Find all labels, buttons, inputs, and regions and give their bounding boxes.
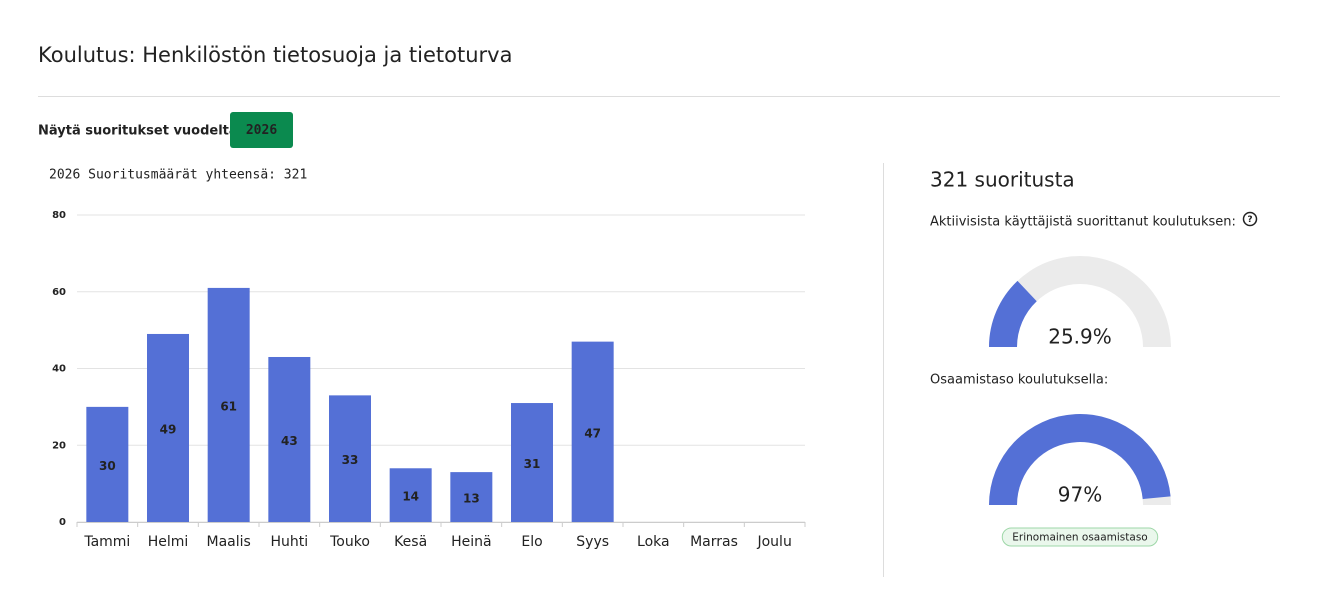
bar bbox=[86, 406, 129, 522]
gauge-value-label: 25.9% bbox=[1048, 325, 1112, 349]
bar bbox=[450, 472, 493, 522]
gauge-title: Osaamistaso koulutuksella: bbox=[930, 373, 1108, 388]
bar-value-label: 43 bbox=[281, 434, 298, 448]
y-tick-label: 60 bbox=[52, 287, 66, 298]
x-tick-label: Joulu bbox=[756, 534, 791, 550]
bar-value-label: 30 bbox=[99, 459, 116, 473]
bar-value-label: 49 bbox=[160, 422, 177, 436]
x-tick-label: Kesä bbox=[394, 534, 427, 550]
bar bbox=[268, 356, 311, 522]
x-tick-label: Heinä bbox=[451, 534, 491, 550]
y-tick-label: 80 bbox=[52, 210, 66, 221]
year-button[interactable] bbox=[230, 112, 293, 148]
page-title: Koulutus: Henkilöstön tietosuoja ja tiet… bbox=[38, 43, 512, 67]
x-tick-label: Syys bbox=[576, 534, 609, 550]
x-tick-label: Elo bbox=[521, 534, 542, 550]
bar bbox=[147, 333, 189, 522]
bar-value-label: 31 bbox=[524, 457, 541, 471]
chart-title: 2026 Suoritusmäärät yhteensä: 321 bbox=[49, 168, 307, 183]
filter-label: Näytä suoritukset vuodelta: bbox=[38, 124, 243, 139]
y-tick-label: 40 bbox=[52, 364, 66, 375]
x-tick-label: Touko bbox=[329, 534, 370, 550]
bar-value-label: 33 bbox=[342, 453, 359, 467]
badge-label: Erinomainen osaamistaso bbox=[1012, 532, 1147, 544]
x-tick-label: Marras bbox=[690, 534, 738, 550]
bar-value-label: 14 bbox=[402, 490, 419, 504]
bar bbox=[389, 468, 432, 522]
bar-value-label: 47 bbox=[584, 426, 601, 440]
badge bbox=[1001, 527, 1159, 547]
x-tick-label: Tammi bbox=[83, 534, 130, 550]
gauge-title: Aktiivisista käyttäjistä suorittanut kou… bbox=[930, 215, 1236, 230]
x-tick-label: Huhti bbox=[271, 534, 309, 550]
bar-value-label: 13 bbox=[463, 492, 480, 506]
y-tick-label: 0 bbox=[59, 517, 66, 528]
x-tick-label: Loka bbox=[637, 534, 670, 550]
year-button-label[interactable]: 2026 bbox=[246, 123, 277, 138]
bar bbox=[511, 403, 553, 522]
bar bbox=[329, 395, 371, 522]
x-tick-label: Helmi bbox=[148, 534, 189, 550]
gauge-arc bbox=[989, 413, 1171, 505]
bar-value-label: 61 bbox=[220, 399, 237, 413]
help-icon[interactable] bbox=[1242, 211, 1258, 227]
gauge-arc bbox=[989, 280, 1037, 347]
help-icon-glyph[interactable]: ? bbox=[1247, 215, 1252, 225]
count-title: 321 suoritusta bbox=[930, 168, 1075, 192]
gauge-track bbox=[989, 256, 1171, 347]
gauge-value-label: 97% bbox=[1058, 483, 1102, 507]
x-tick-label: Maalis bbox=[207, 534, 251, 550]
bar bbox=[207, 287, 250, 522]
y-tick-label: 20 bbox=[52, 440, 66, 451]
bar bbox=[571, 341, 614, 522]
